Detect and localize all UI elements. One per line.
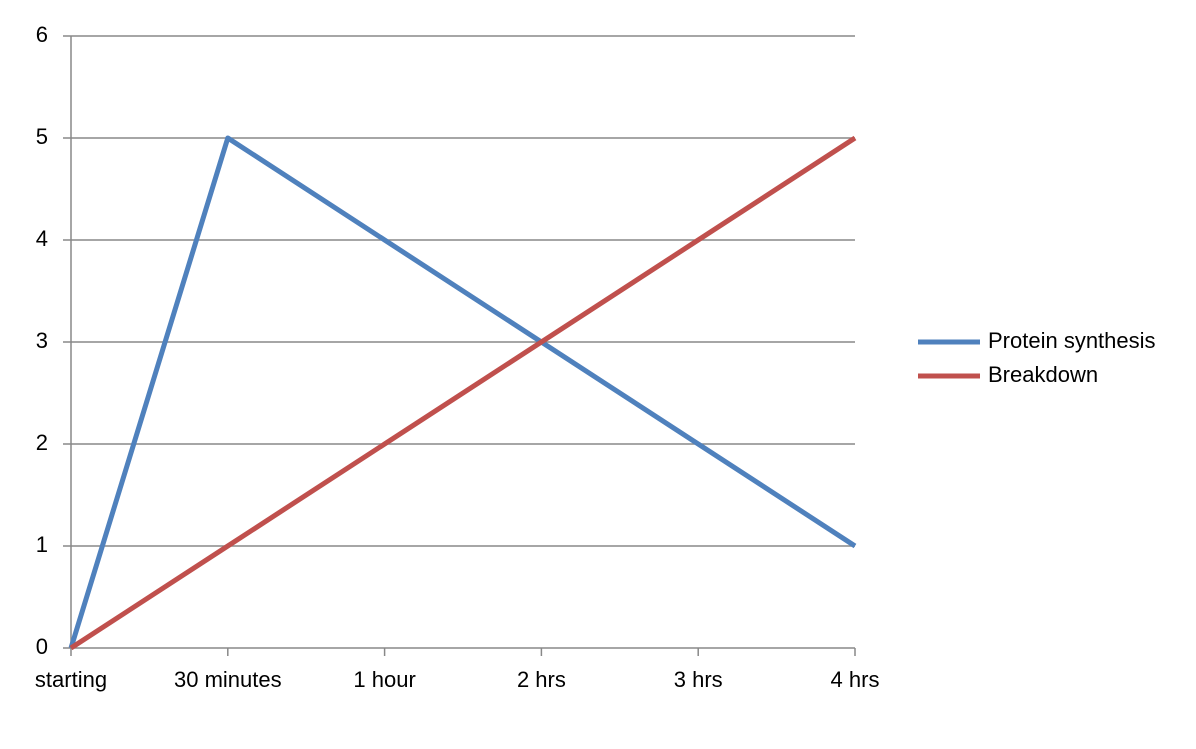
y-tick-label: 2 <box>36 430 48 455</box>
legend-label: Breakdown <box>988 362 1098 387</box>
x-tick-label: 3 hrs <box>674 667 723 692</box>
y-tick-label: 0 <box>36 634 48 659</box>
y-tick-label: 1 <box>36 532 48 557</box>
y-tick-label: 3 <box>36 328 48 353</box>
y-tick-label: 6 <box>36 22 48 47</box>
y-tick-label: 4 <box>36 226 48 251</box>
x-tick-label: 4 hrs <box>831 667 880 692</box>
x-tick-label: starting <box>35 667 107 692</box>
x-tick-label: 1 hour <box>353 667 415 692</box>
y-tick-label: 5 <box>36 124 48 149</box>
series-line <box>69 135 857 651</box>
x-tick-label: 30 minutes <box>174 667 282 692</box>
series-line <box>68 135 857 649</box>
legend-label: Protein synthesis <box>988 328 1156 353</box>
x-tick-label: 2 hrs <box>517 667 566 692</box>
